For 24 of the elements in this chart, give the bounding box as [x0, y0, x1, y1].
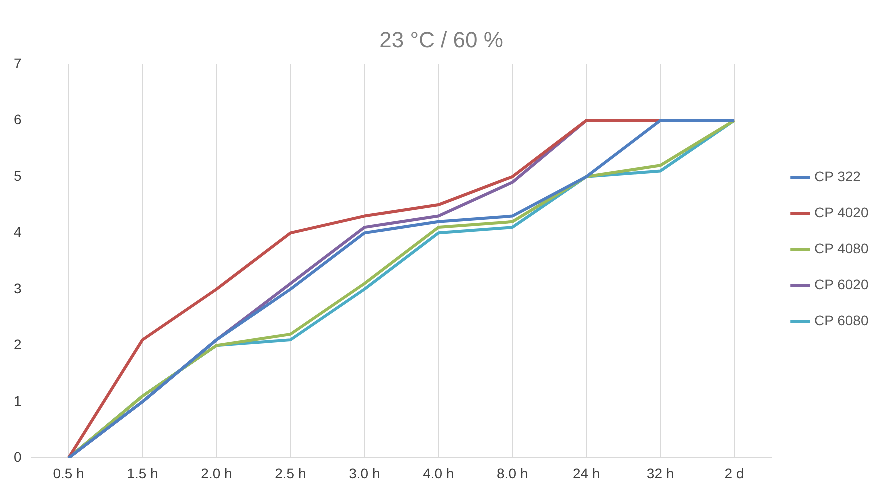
legend-label: CP 6080	[814, 312, 869, 328]
x-tick-label: 32 h	[646, 465, 674, 482]
legend-label: CP 6020	[814, 276, 869, 292]
x-tick-label: 2.0 h	[201, 465, 232, 482]
y-tick-label: 4	[14, 224, 22, 240]
x-tick-label: 4.0 h	[423, 465, 454, 482]
legend-label: CP 4020	[814, 204, 869, 220]
x-tick-label: 0.5 h	[53, 465, 84, 482]
x-tick-label: 1.5 h	[127, 465, 158, 482]
x-tick-label: 24 h	[572, 465, 600, 482]
chart-title: 23 °C / 60 %	[380, 27, 504, 52]
legend-label: CP 4080	[814, 240, 869, 256]
x-tick-label: 3.0 h	[349, 465, 380, 482]
legend-label: CP 322	[814, 168, 862, 184]
x-tick-label: 8.0 h	[497, 465, 528, 482]
y-tick-label: 5	[14, 168, 22, 184]
x-tick-label: 2 d	[724, 465, 744, 482]
y-tick-label: 3	[14, 280, 22, 296]
y-tick-label: 0	[14, 449, 22, 466]
y-tick-label: 7	[14, 55, 22, 72]
y-tick-label: 1	[14, 392, 22, 409]
x-tick-label: 2.5 h	[275, 465, 306, 482]
y-tick-label: 6	[14, 112, 22, 128]
y-tick-label: 2	[14, 336, 22, 353]
